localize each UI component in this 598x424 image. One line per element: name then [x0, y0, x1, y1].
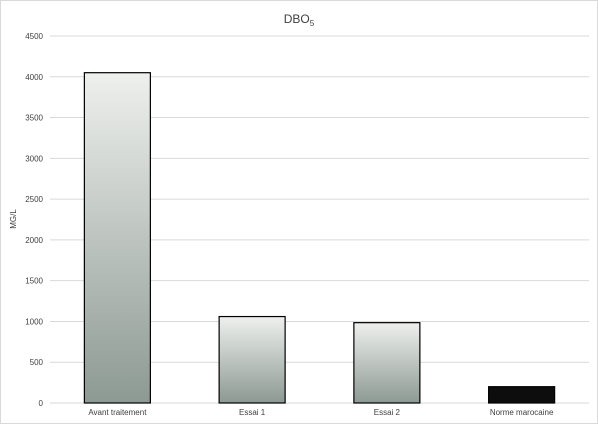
y-tick-label: 0: [39, 399, 44, 408]
y-tick-label: 3000: [25, 154, 43, 163]
x-category-label: Norme marocaine: [490, 408, 554, 417]
x-category-label: Essai 1: [239, 408, 266, 417]
bar-essai-2: [353, 322, 421, 404]
y-tick-label: 3500: [25, 114, 43, 123]
bar-essai-1: [218, 315, 286, 404]
y-tick-label: 1000: [25, 317, 43, 326]
bar-norme-marocaine: [488, 386, 556, 404]
chart-title-subscript: 5: [310, 19, 315, 28]
y-tick-label: 500: [30, 358, 44, 367]
y-tick-label: 1500: [25, 277, 43, 286]
chart-title-text: DBO: [284, 12, 310, 26]
chart-title: DBO5: [284, 12, 315, 28]
y-tick-label: 4000: [25, 73, 43, 82]
x-axis-categories: Avant traitement Essai 1 Essai 2 Norme maro…: [88, 408, 554, 417]
y-tick-label: 2500: [25, 195, 43, 204]
x-category-label: Avant traitement: [88, 408, 147, 417]
y-axis-ticks: 0 500 1000 1500 2000 2500 3000 3500 4000 4500: [25, 32, 43, 408]
x-category-label: Essai 2: [374, 408, 401, 417]
y-axis-title: MG/L: [9, 209, 18, 229]
y-tick-label: 4500: [25, 32, 43, 41]
bar-avant-traitement: [83, 72, 151, 404]
bars: [83, 72, 556, 404]
y-tick-label: 2000: [25, 236, 43, 245]
